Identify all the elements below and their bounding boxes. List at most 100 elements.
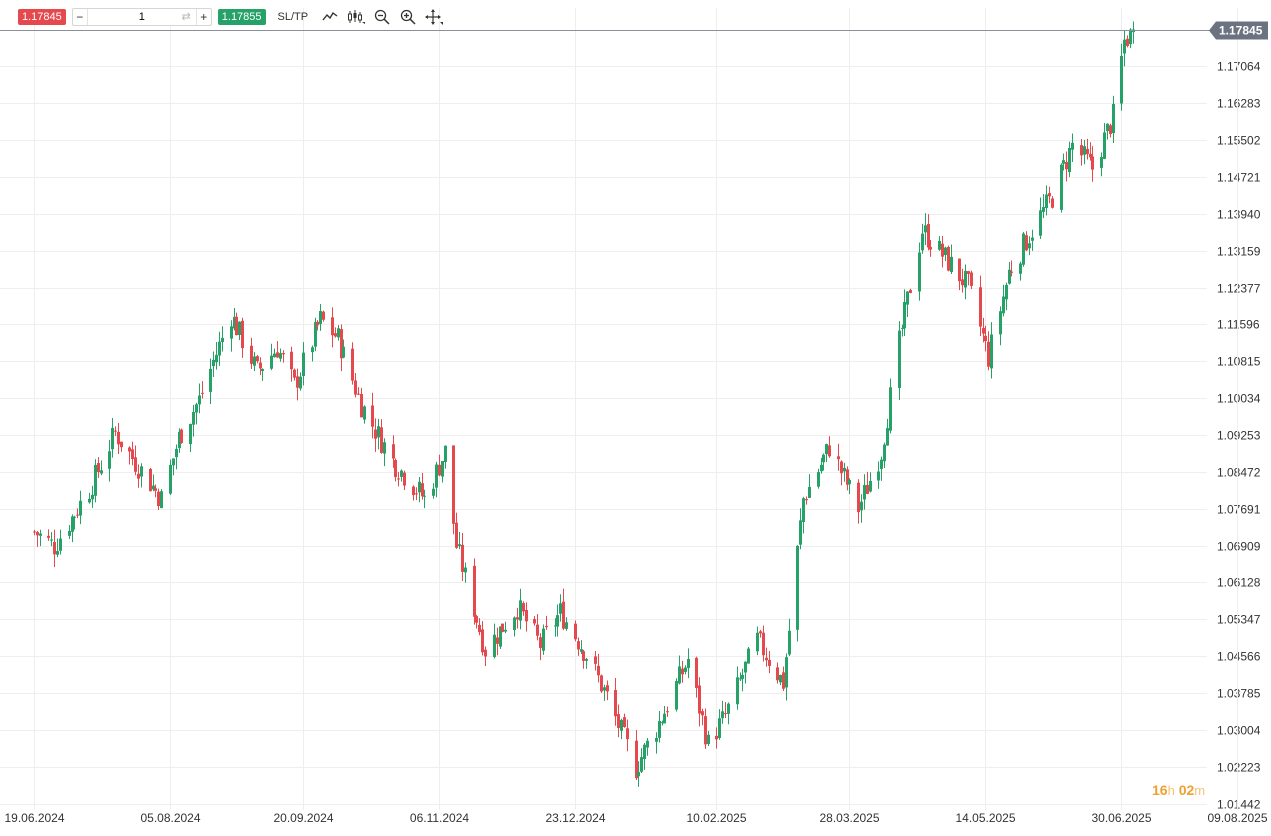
candle-body bbox=[556, 615, 559, 627]
candle-body bbox=[94, 464, 97, 496]
quantity-stepper[interactable]: − ⇄ + bbox=[71, 8, 212, 26]
buy-price-button[interactable]: 1.17855 bbox=[217, 9, 266, 25]
candle-body bbox=[337, 328, 340, 338]
candle-body bbox=[574, 623, 577, 640]
candle-body bbox=[128, 447, 131, 452]
candle-body bbox=[554, 625, 557, 627]
candle-body bbox=[238, 321, 241, 336]
candle-body bbox=[39, 533, 42, 536]
decrease-quantity-button[interactable]: − bbox=[76, 10, 84, 24]
candle-body bbox=[542, 628, 545, 651]
candle-body bbox=[623, 717, 626, 728]
candle-body bbox=[47, 535, 50, 538]
candle-body bbox=[351, 348, 354, 381]
candle-body bbox=[394, 459, 397, 478]
candle-body bbox=[418, 481, 421, 493]
candle-body bbox=[195, 404, 198, 413]
candle-body bbox=[545, 625, 548, 628]
sell-price-button[interactable]: 1.17845 bbox=[18, 9, 66, 25]
y-tick-label: 1.12377 bbox=[1217, 282, 1261, 296]
candle-body bbox=[1080, 145, 1083, 156]
sl-tp-button[interactable]: SL/TP bbox=[277, 11, 309, 23]
candle-body bbox=[189, 423, 192, 445]
candle-body bbox=[314, 322, 317, 347]
candle-body bbox=[380, 427, 383, 453]
y-tick-label: 1.08472 bbox=[1217, 466, 1261, 480]
candle-body bbox=[499, 626, 502, 647]
candle-body bbox=[701, 711, 704, 716]
candle-body bbox=[296, 376, 299, 388]
candle-body bbox=[68, 530, 71, 536]
candle-body bbox=[178, 431, 181, 449]
candle-body bbox=[765, 657, 768, 661]
candle-body bbox=[1005, 284, 1008, 300]
candle-body bbox=[718, 718, 721, 738]
candle-body bbox=[311, 347, 314, 353]
candle-body bbox=[759, 631, 762, 634]
candle-body bbox=[1031, 237, 1034, 241]
candle-body bbox=[91, 494, 94, 500]
candle-body bbox=[606, 685, 609, 692]
candle-body bbox=[513, 617, 516, 630]
line-chart-icon[interactable] bbox=[320, 8, 340, 26]
candle-body bbox=[235, 316, 238, 336]
candle-body bbox=[828, 445, 831, 457]
candle-body bbox=[478, 624, 481, 633]
zoom-in-icon[interactable] bbox=[398, 8, 418, 26]
crosshair-icon[interactable] bbox=[424, 8, 444, 26]
candle-body bbox=[929, 247, 932, 250]
candle-body bbox=[658, 721, 661, 738]
x-tick-label: 28.03.2025 bbox=[819, 811, 879, 825]
candle-body bbox=[259, 362, 262, 369]
candle-body bbox=[646, 740, 649, 748]
y-tick-label: 1.14721 bbox=[1217, 171, 1261, 185]
candle-body bbox=[825, 444, 828, 455]
candle-body bbox=[727, 703, 730, 714]
y-tick-label: 1.04566 bbox=[1217, 650, 1261, 664]
candle-body bbox=[100, 470, 103, 474]
candle-body bbox=[577, 641, 580, 650]
candle-body bbox=[635, 740, 638, 779]
candle-body bbox=[134, 457, 137, 472]
candle-body bbox=[736, 677, 739, 705]
candle-body bbox=[843, 467, 846, 472]
candle-body bbox=[397, 478, 400, 480]
candle-body bbox=[412, 486, 415, 496]
candle-body bbox=[377, 426, 380, 438]
y-tick-label: 1.11596 bbox=[1217, 318, 1260, 332]
increase-quantity-button[interactable]: + bbox=[200, 10, 208, 24]
candle-body bbox=[924, 225, 927, 233]
candle-body bbox=[877, 471, 880, 481]
candle-body bbox=[1129, 29, 1132, 45]
candle-body bbox=[441, 460, 444, 477]
candle-body bbox=[747, 648, 750, 664]
x-tick-label: 09.08.2025 bbox=[1207, 811, 1267, 825]
candle-body bbox=[741, 674, 744, 679]
zoom-out-icon[interactable] bbox=[372, 8, 392, 26]
candle-body bbox=[796, 545, 799, 630]
candle-body bbox=[302, 352, 305, 376]
x-tick-label: 06.11.2024 bbox=[410, 811, 469, 825]
candle-body bbox=[88, 498, 91, 503]
candle-body bbox=[444, 445, 447, 463]
candlestick-icon[interactable] bbox=[346, 8, 366, 26]
candle-body bbox=[169, 464, 172, 494]
candle-body bbox=[157, 491, 160, 507]
reset-quantity-icon[interactable]: ⇄ bbox=[181, 11, 191, 23]
candle-body bbox=[50, 539, 53, 541]
candle-body bbox=[120, 441, 123, 448]
candle-body bbox=[947, 247, 950, 271]
candle-body bbox=[464, 567, 467, 573]
x-tick-label: 20.09.2024 bbox=[273, 811, 333, 825]
candle-body bbox=[438, 464, 441, 476]
candle-body bbox=[1106, 123, 1109, 132]
candle-body bbox=[756, 632, 759, 652]
x-tick-label: 19.06.2024 bbox=[4, 811, 64, 825]
candle-body bbox=[987, 341, 990, 367]
candle-body bbox=[762, 632, 765, 656]
quantity-input[interactable] bbox=[86, 9, 197, 25]
candle-body bbox=[198, 395, 201, 405]
candle-body bbox=[990, 334, 993, 369]
